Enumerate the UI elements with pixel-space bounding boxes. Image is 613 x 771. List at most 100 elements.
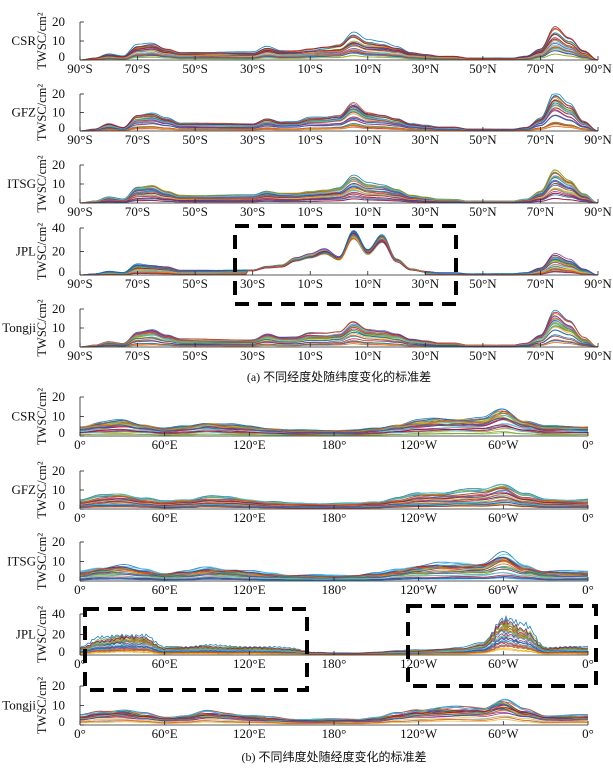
- y-axis-label: TWSC/cm²: [35, 223, 49, 280]
- x-tick-label: 70°S: [125, 132, 150, 147]
- x-tick-label: 10°N: [354, 276, 382, 291]
- x-tick-label: 0°: [74, 726, 86, 741]
- y-axis-label: TWSC/cm²: [35, 533, 49, 590]
- x-tick-label: 0°: [582, 656, 594, 671]
- x-tick-label: 50°N: [469, 61, 497, 76]
- panel-tongji: 010 20 0° 60°E 120°E 180° 120°W 60°W 0° TWSC/cm²T…: [2, 677, 594, 741]
- x-tick-label: 70°S: [125, 276, 150, 291]
- x-tick-label: 60°W: [488, 582, 519, 597]
- panel-itsg: 010 20 90°S 70°S 50°S 30°S 10°S 10°N 30°N 50°N 70°…: [7, 155, 612, 219]
- x-tick-label: 90°N: [584, 132, 612, 147]
- x-tick-label: 0°: [74, 510, 86, 525]
- x-tick-label: 30°S: [240, 204, 265, 219]
- panel-label: CSR: [11, 409, 36, 424]
- y-tick-label: 20: [52, 389, 65, 404]
- panel-label: CSR: [11, 33, 36, 48]
- y-tick-label: 20: [52, 301, 65, 316]
- series-line: [79, 176, 599, 204]
- x-tick-label: 180°: [322, 726, 347, 741]
- panel-gfz: 010 20 90°S 70°S 50°S 30°S 10°S 10°N 30°N 50°N 70°…: [11, 84, 612, 147]
- panel-label: Tongji: [2, 320, 36, 335]
- x-tick-label: 120°W: [400, 656, 438, 671]
- y-tick-label: 0: [59, 714, 66, 729]
- y-tick-label: 20: [52, 627, 65, 642]
- y-tick-label: 0: [59, 336, 66, 351]
- highlight-box: [233, 224, 458, 306]
- x-tick-label: 10°N: [354, 348, 382, 363]
- y-tick-label: 0: [59, 264, 66, 279]
- panel-label: JPL: [16, 244, 36, 259]
- x-tick-label: 30°N: [412, 276, 440, 291]
- series-line: [80, 46, 599, 61]
- x-tick-label: 70°N: [527, 132, 555, 147]
- x-tick-label: 30°N: [412, 204, 440, 219]
- x-tick-label: 90°N: [584, 204, 612, 219]
- x-tick-label: 70°N: [527, 61, 555, 76]
- x-tick-label: 0°: [74, 656, 86, 671]
- y-tick-label: 20: [52, 678, 65, 693]
- y-tick-label: 0: [59, 644, 66, 659]
- y-tick-label: 0: [59, 49, 66, 64]
- x-tick-label: 0°: [582, 582, 594, 597]
- highlight-box: [83, 607, 309, 692]
- x-tick-label: 10°N: [354, 61, 382, 76]
- y-axis-label: TWSC/cm²: [35, 461, 49, 518]
- panel-itsg: 010 20 0° 60°E 120°E 180° 120°W 60°W 0° TWSC/cm²I…: [7, 533, 594, 597]
- x-tick-label: 30°S: [240, 61, 265, 76]
- x-tick-label: 10°S: [298, 61, 323, 76]
- y-tick-label: 20: [52, 244, 65, 259]
- y-axis-label: TWSC/cm²: [35, 155, 49, 212]
- x-tick-label: 120°E: [233, 656, 266, 671]
- series-line: [79, 317, 599, 348]
- panel-jpl: 0 20 40 90°S 70°S 50°S 30°S 10°S 10°N 30°N 50°N 70°…: [16, 220, 612, 306]
- x-tick-label: 50°S: [182, 132, 207, 147]
- x-tick-label: 30°N: [412, 132, 440, 147]
- series-line: [80, 115, 599, 132]
- y-axis-label: TWSC/cm²: [35, 12, 49, 69]
- x-tick-label: 60°E: [152, 437, 178, 452]
- y-tick-label: 10: [52, 698, 65, 713]
- panel-gfz: 010 20 0° 60°E 120°E 180° 120°W 60°W 0° TWSC/cm²G…: [11, 461, 593, 525]
- x-tick-label: 90°S: [67, 204, 92, 219]
- x-tick-label: 10°S: [298, 348, 323, 363]
- y-tick-label: 0: [59, 192, 66, 207]
- x-tick-label: 90°S: [67, 132, 92, 147]
- y-tick-label: 20: [52, 14, 65, 29]
- panel-label: GFZ: [11, 482, 36, 497]
- y-tick-label: 10: [52, 554, 65, 569]
- y-axis-label: TWSC/cm²: [35, 299, 49, 356]
- x-tick-label: 10°S: [298, 276, 323, 291]
- x-tick-label: 50°S: [182, 276, 207, 291]
- y-axis-label: TWSC/cm²: [35, 84, 49, 141]
- x-tick-label: 70°S: [125, 61, 150, 76]
- y-axis-label: TWSC/cm²: [35, 677, 49, 734]
- y-tick-label: 0: [59, 425, 66, 440]
- x-tick-label: 60°E: [152, 656, 178, 671]
- x-tick-label: 120°W: [400, 726, 438, 741]
- y-tick-label: 10: [52, 33, 65, 48]
- x-tick-label: 120°E: [233, 582, 266, 597]
- x-tick-label: 120°E: [233, 510, 266, 525]
- series-line: [79, 707, 588, 722]
- x-tick-label: 70°S: [125, 348, 150, 363]
- panel-tongji: 010 20 90°S 70°S 50°S 30°S 10°S 10°N 30°N 50°N 70°…: [2, 299, 612, 363]
- x-tick-label: 90°S: [67, 276, 92, 291]
- x-tick-label: 120°W: [400, 510, 438, 525]
- x-tick-label: 180°: [322, 437, 347, 452]
- x-tick-label: 60°W: [488, 510, 519, 525]
- x-tick-label: 70°S: [125, 204, 150, 219]
- panel-label: JPL: [16, 627, 36, 642]
- x-tick-label: 50°S: [182, 348, 207, 363]
- y-tick-label: 20: [52, 157, 65, 172]
- series-line: [79, 26, 599, 61]
- x-tick-label: 0°: [74, 582, 86, 597]
- y-tick-label: 10: [52, 409, 65, 424]
- x-tick-label: 50°N: [469, 132, 497, 147]
- series-line: [79, 95, 599, 132]
- x-tick-label: 50°N: [469, 276, 497, 291]
- panel-csr: 010 20 90°S 70°S 50°S 30°S 10°S 10°N 30°N 50°N 70°…: [11, 12, 612, 76]
- y-tick-label: 10: [52, 320, 65, 335]
- x-tick-label: 30°S: [240, 276, 265, 291]
